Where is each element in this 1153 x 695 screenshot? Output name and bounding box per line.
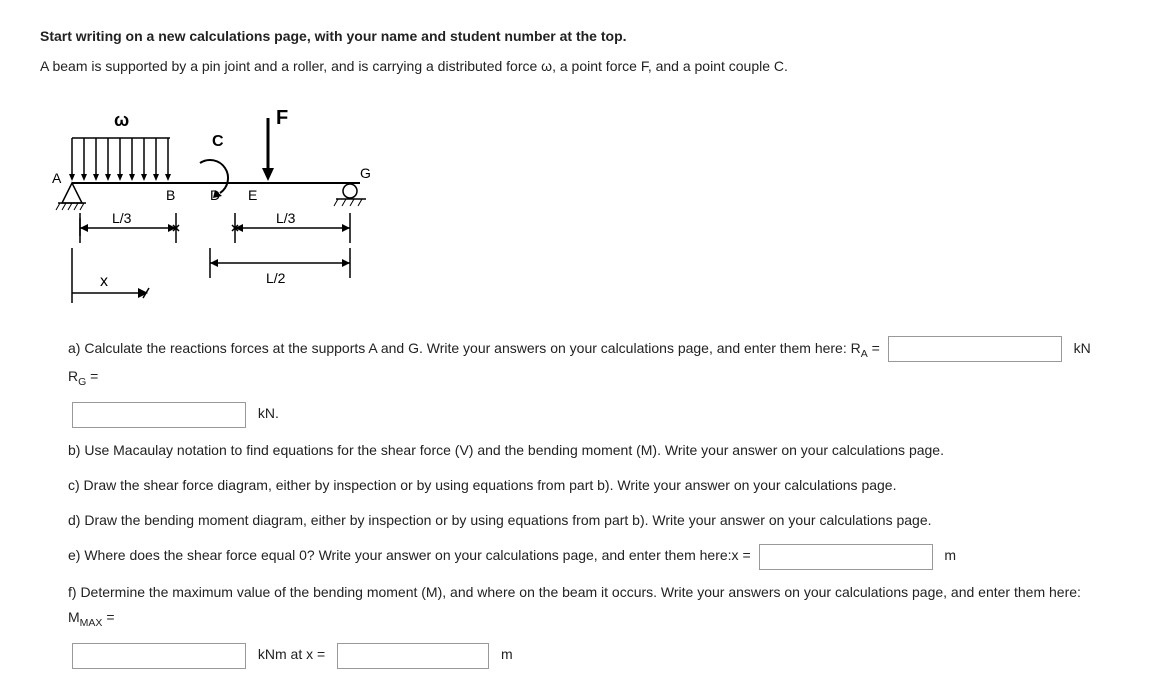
- label-RG: R: [68, 368, 78, 384]
- question-a-text: a) Calculate the reactions forces at the…: [68, 340, 861, 356]
- eq-f: =: [102, 609, 114, 625]
- svg-text:E: E: [248, 187, 257, 203]
- svg-text:L/3: L/3: [112, 210, 132, 226]
- question-c: c) Draw the shear force diagram, either …: [68, 473, 1113, 498]
- eq-g: =: [86, 368, 98, 384]
- page-heading: Start writing on a new calculations page…: [40, 28, 1113, 44]
- input-RG[interactable]: [72, 402, 246, 428]
- input-Mmax[interactable]: [72, 643, 246, 669]
- intro-text: A beam is supported by a pin joint and a…: [40, 58, 1113, 74]
- svg-text:B: B: [166, 187, 175, 203]
- question-f-line1: f) Determine the maximum value of the be…: [68, 580, 1113, 633]
- svg-text:D: D: [210, 187, 220, 203]
- svg-text:C: C: [212, 133, 224, 150]
- unit-m-e: m: [944, 547, 956, 563]
- question-a-line1: a) Calculate the reactions forces at the…: [68, 336, 1113, 391]
- svg-text:G: G: [360, 165, 371, 181]
- eq-a: =: [868, 340, 884, 356]
- question-f-line2: kNm at x = m: [68, 642, 1113, 668]
- svg-text:A: A: [52, 170, 62, 186]
- svg-text:L/3: L/3: [276, 210, 296, 226]
- svg-text:x: x: [100, 273, 108, 290]
- question-d: d) Draw the bending moment diagram, eith…: [68, 508, 1113, 533]
- question-f-text: f) Determine the maximum value of the be…: [68, 584, 1081, 625]
- page-root: Start writing on a new calculations page…: [0, 0, 1153, 695]
- subscript-a: A: [861, 348, 868, 360]
- beam-diagram: A G: [50, 88, 1113, 318]
- svg-text:ω: ω: [114, 110, 129, 130]
- questions-block: a) Calculate the reactions forces at the…: [40, 336, 1113, 669]
- input-RA[interactable]: [888, 336, 1062, 362]
- svg-text:F: F: [276, 107, 288, 129]
- unit-kn-1: kN: [1074, 340, 1091, 356]
- unit-knm-atx: kNm at x =: [258, 646, 329, 662]
- unit-kn-2: kN.: [258, 405, 279, 421]
- svg-text:L/2: L/2: [266, 270, 286, 286]
- subscript-max: MAX: [80, 617, 103, 629]
- question-b: b) Use Macaulay notation to find equatio…: [68, 438, 1113, 463]
- question-e: e) Where does the shear force equal 0? W…: [68, 543, 1113, 569]
- input-f-x[interactable]: [337, 643, 489, 669]
- question-e-text: e) Where does the shear force equal 0? W…: [68, 547, 755, 563]
- unit-m-f: m: [501, 646, 513, 662]
- input-e-x[interactable]: [759, 544, 933, 570]
- question-a-line2: kN.: [68, 401, 1113, 427]
